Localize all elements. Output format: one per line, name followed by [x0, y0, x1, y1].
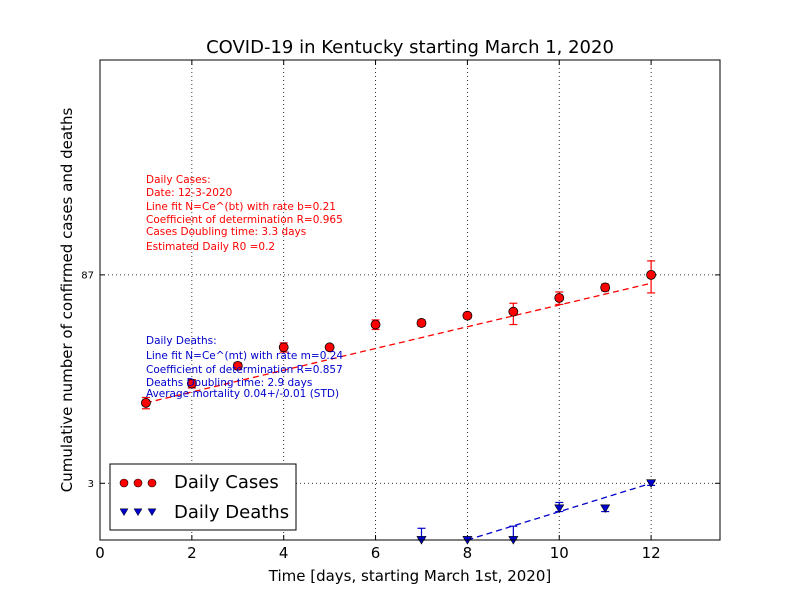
cases-point: [554, 292, 565, 303]
y-tick-label: 3: [88, 479, 94, 490]
deaths-annotation-fit: Line fit N=Ce^(mt) with rate m=0.24: [146, 350, 343, 362]
x-tick-label: 12: [642, 544, 661, 562]
cases-point: [186, 378, 197, 389]
legend-cases-dot: [119, 478, 129, 488]
chart-title: COVID-19 in Kentucky starting March 1, 2…: [206, 37, 614, 58]
y-tick-label: 87: [81, 270, 94, 281]
cases-point: [232, 360, 243, 371]
legend-cases-marker: [119, 478, 157, 488]
legend-cases-dot: [147, 478, 157, 488]
x-tick-label: 4: [279, 544, 289, 562]
legend-deaths-triangle: [147, 508, 157, 517]
cases-point: [416, 318, 427, 328]
x-axis-label: Time [days, starting March 1st, 2020]: [268, 567, 551, 585]
plot-frame: [99, 59, 721, 541]
x-tick-label: 2: [187, 544, 197, 562]
deaths-point: [646, 479, 657, 488]
legend-deaths-label: Daily Deaths: [174, 502, 289, 523]
deaths-annotation-r2: Coefficient of determination R=0.857: [146, 364, 343, 376]
cases-point: [141, 397, 151, 408]
legend: Daily Cases Daily Deaths: [109, 463, 297, 531]
legend-box: [109, 463, 297, 531]
deaths-annotation-doubling: Deaths Doubling time: 2.9 days: [146, 377, 312, 389]
cases-annotation-heading: Daily Cases:: [146, 174, 211, 186]
cases-point: [324, 342, 335, 353]
legend-cases-dot: [133, 478, 143, 488]
cases-point: [370, 319, 381, 330]
legend-deaths-triangle: [119, 508, 129, 517]
legend-cases-label: Daily Cases: [174, 472, 279, 493]
points: [141, 269, 657, 545]
cases-point: [600, 282, 611, 293]
cases-annotation-r2: Coefficient of determination R=0.965: [146, 214, 343, 226]
cases-point: [508, 306, 519, 317]
x-tick-label: 6: [371, 544, 381, 562]
cases-annotation-doubling: Cases Doubling time: 3.3 days: [146, 226, 306, 238]
x-tick-label: 0: [95, 544, 105, 562]
deaths-annotation: Daily Deaths: Line fit N=Ce^(mt) with ra…: [146, 335, 343, 400]
cases-point: [646, 269, 657, 280]
cases-point: [462, 310, 473, 321]
cases-point: [278, 342, 289, 353]
x-tick-label: 8: [463, 544, 473, 562]
deaths-annotation-heading: Daily Deaths:: [146, 335, 217, 347]
deaths-fit: [467, 482, 652, 541]
cases-annotation-date: Date: 12-3-2020: [146, 187, 232, 199]
cases-annotation-r0: Estimated Daily R0 =0.2: [146, 241, 275, 253]
x-tick-label: 10: [550, 544, 569, 562]
cases-annotation: Daily Cases: Date: 12-3-2020 Line fit N=…: [146, 174, 343, 253]
fit-lines: [145, 282, 652, 541]
y-tick-labels: 3 87: [81, 270, 94, 489]
legend-deaths-triangle: [133, 508, 143, 517]
legend-deaths-marker: [119, 508, 157, 517]
deaths-point: [554, 504, 565, 514]
y-axis-label: Cumulative number of confirmed cases and…: [58, 108, 76, 493]
deaths-point: [600, 504, 611, 514]
cases-annotation-fit: Line fit N=Ce^(bt) with rate b=0.21: [146, 201, 336, 213]
x-tick-labels: 0 2 4 6 8 10 12: [95, 544, 660, 562]
cases-fit: [145, 282, 652, 404]
deaths-annotation-mortality: Average mortality 0.04+/-0.01 (STD): [146, 388, 339, 400]
